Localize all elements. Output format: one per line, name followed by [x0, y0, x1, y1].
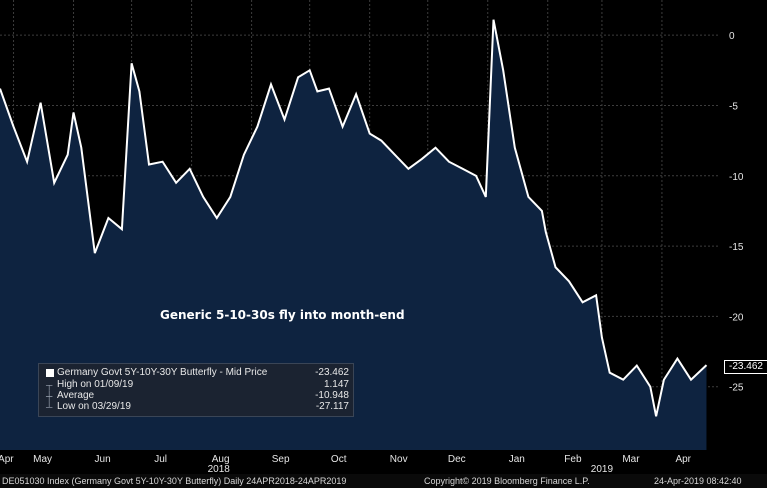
x-tick-label: Apr: [675, 454, 691, 465]
y-tick-label: 0: [729, 31, 735, 42]
legend-row-value: 1.147: [323, 379, 349, 390]
footer-bar: DE051030 Index (Germany Govt 5Y-10Y-30Y …: [0, 474, 767, 488]
x-tick-label: Aug: [212, 454, 230, 465]
legend-row-label: Low on 03/29/19: [57, 401, 131, 412]
footer-ticker: DE051030 Index (Germany Govt 5Y-10Y-30Y …: [2, 476, 347, 486]
x-tick-label: May: [33, 454, 52, 465]
x-tick-label: Mar: [622, 454, 640, 465]
y-tick-label: -20: [729, 312, 744, 323]
y-tick-label: -15: [729, 242, 744, 253]
low-marker-icon: ┴: [46, 402, 53, 412]
legend-row-average: ┼ Average -10.948: [39, 390, 353, 402]
legend-row-value: -10.948: [315, 390, 349, 401]
legend-row-value: -27.117: [315, 401, 349, 412]
x-tick-label: Dec: [448, 454, 466, 465]
footer-timestamp: 24-Apr-2019 08:42:40: [654, 476, 742, 486]
average-marker-icon: ┼: [46, 391, 53, 401]
footer-copyright: Copyright© 2019 Bloomberg Finance L.P.: [424, 476, 590, 486]
legend-series-name: Germany Govt 5Y-10Y-30Y Butterfly - Mid …: [57, 367, 268, 378]
last-value-tag: -23.462: [724, 360, 767, 374]
legend-box: Germany Govt 5Y-10Y-30Y Butterfly - Mid …: [38, 363, 354, 417]
series-area: [0, 19, 707, 450]
series-line: [0, 19, 708, 417]
legend-row-low: ┴ Low on 03/29/19 -27.117: [39, 401, 353, 413]
y-tick-label: -10: [729, 172, 744, 183]
x-tick-label: Feb: [564, 454, 582, 465]
y-tick-label: -25: [729, 383, 744, 394]
legend-title-row: Germany Govt 5Y-10Y-30Y Butterfly - Mid …: [39, 367, 353, 379]
legend-row-label: Average: [57, 390, 95, 401]
legend-row-label: High on 01/09/19: [57, 379, 134, 390]
x-tick-label: Jul: [154, 454, 167, 465]
legend-swatch: [46, 369, 54, 377]
legend-series-value: -23.462: [315, 367, 349, 378]
y-tick-label: -5: [729, 101, 738, 112]
x-tick-label: Oct: [331, 454, 347, 465]
chart-annotation: Generic 5-10-30s fly into month-end: [160, 308, 405, 322]
x-tick-label: Jun: [95, 454, 111, 465]
x-year-label: 2018: [208, 464, 231, 475]
x-tick-label: Sep: [272, 454, 290, 465]
y-axis-ticks: 0 -5 -10 -15 -20 -25: [729, 31, 744, 394]
x-year-label: 2019: [591, 464, 614, 475]
x-tick-label: Nov: [390, 454, 408, 465]
x-axis-ticks: Apr May Jun Jul Aug Sep Oct Nov Dec Jan Feb Mar Apr 2…: [0, 454, 692, 475]
x-tick-label: Apr: [0, 454, 14, 465]
legend-row-high: ┬ High on 01/09/19 1.147: [39, 379, 353, 391]
high-marker-icon: ┬: [46, 380, 53, 390]
x-tick-label: Jan: [509, 454, 525, 465]
